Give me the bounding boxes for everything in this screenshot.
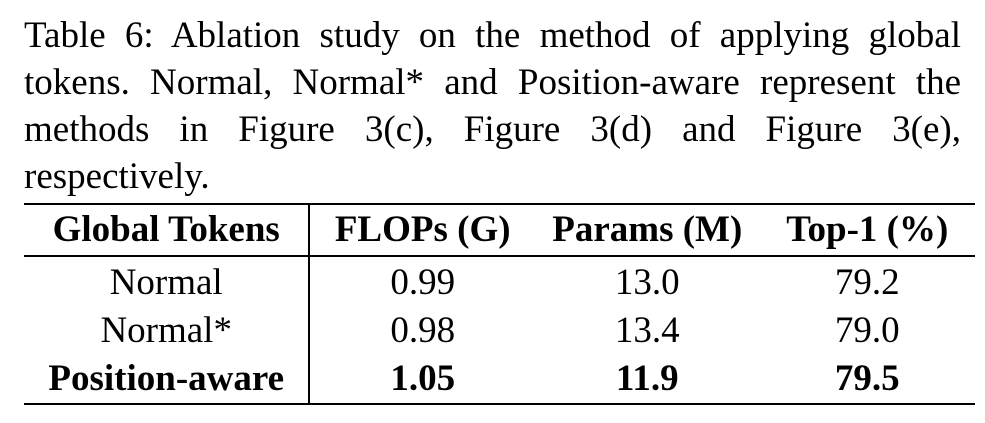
table-row-best: Position-aware 1.05 11.9 79.5 bbox=[24, 355, 975, 404]
row-method: Normal* bbox=[24, 307, 311, 355]
header-params: Params (M) bbox=[552, 209, 743, 250]
table-caption: Table 6: Ablation study on the method of… bbox=[24, 15, 961, 197]
row-top1: 79.2 bbox=[834, 262, 900, 303]
table-header-row: Global Tokens FLOPs (G) Params (M) Top-1… bbox=[24, 204, 975, 256]
row-flops: 0.98 bbox=[390, 310, 456, 351]
row-params: 11.9 bbox=[615, 358, 679, 399]
header-flops: FLOPs (G) bbox=[334, 209, 511, 250]
row-top1: 79.5 bbox=[834, 358, 900, 399]
ablation-table: Global Tokens FLOPs (G) Params (M) Top-1… bbox=[24, 203, 975, 405]
header-global-tokens: Global Tokens bbox=[24, 204, 311, 256]
row-top1: 79.0 bbox=[834, 310, 900, 351]
row-flops: 0.99 bbox=[390, 262, 456, 303]
row-method: Normal bbox=[24, 256, 311, 307]
ablation-table-container: Global Tokens FLOPs (G) Params (M) Top-1… bbox=[24, 203, 975, 405]
row-method: Position-aware bbox=[24, 355, 311, 404]
row-params: 13.4 bbox=[614, 310, 680, 351]
table-row: Normal* 0.98 13.4 79.0 bbox=[24, 307, 975, 355]
row-params: 13.0 bbox=[614, 262, 680, 303]
table-row: Normal 0.99 13.0 79.2 bbox=[24, 256, 975, 307]
header-top1: Top-1 (%) bbox=[786, 209, 949, 250]
row-flops: 1.05 bbox=[390, 358, 456, 399]
